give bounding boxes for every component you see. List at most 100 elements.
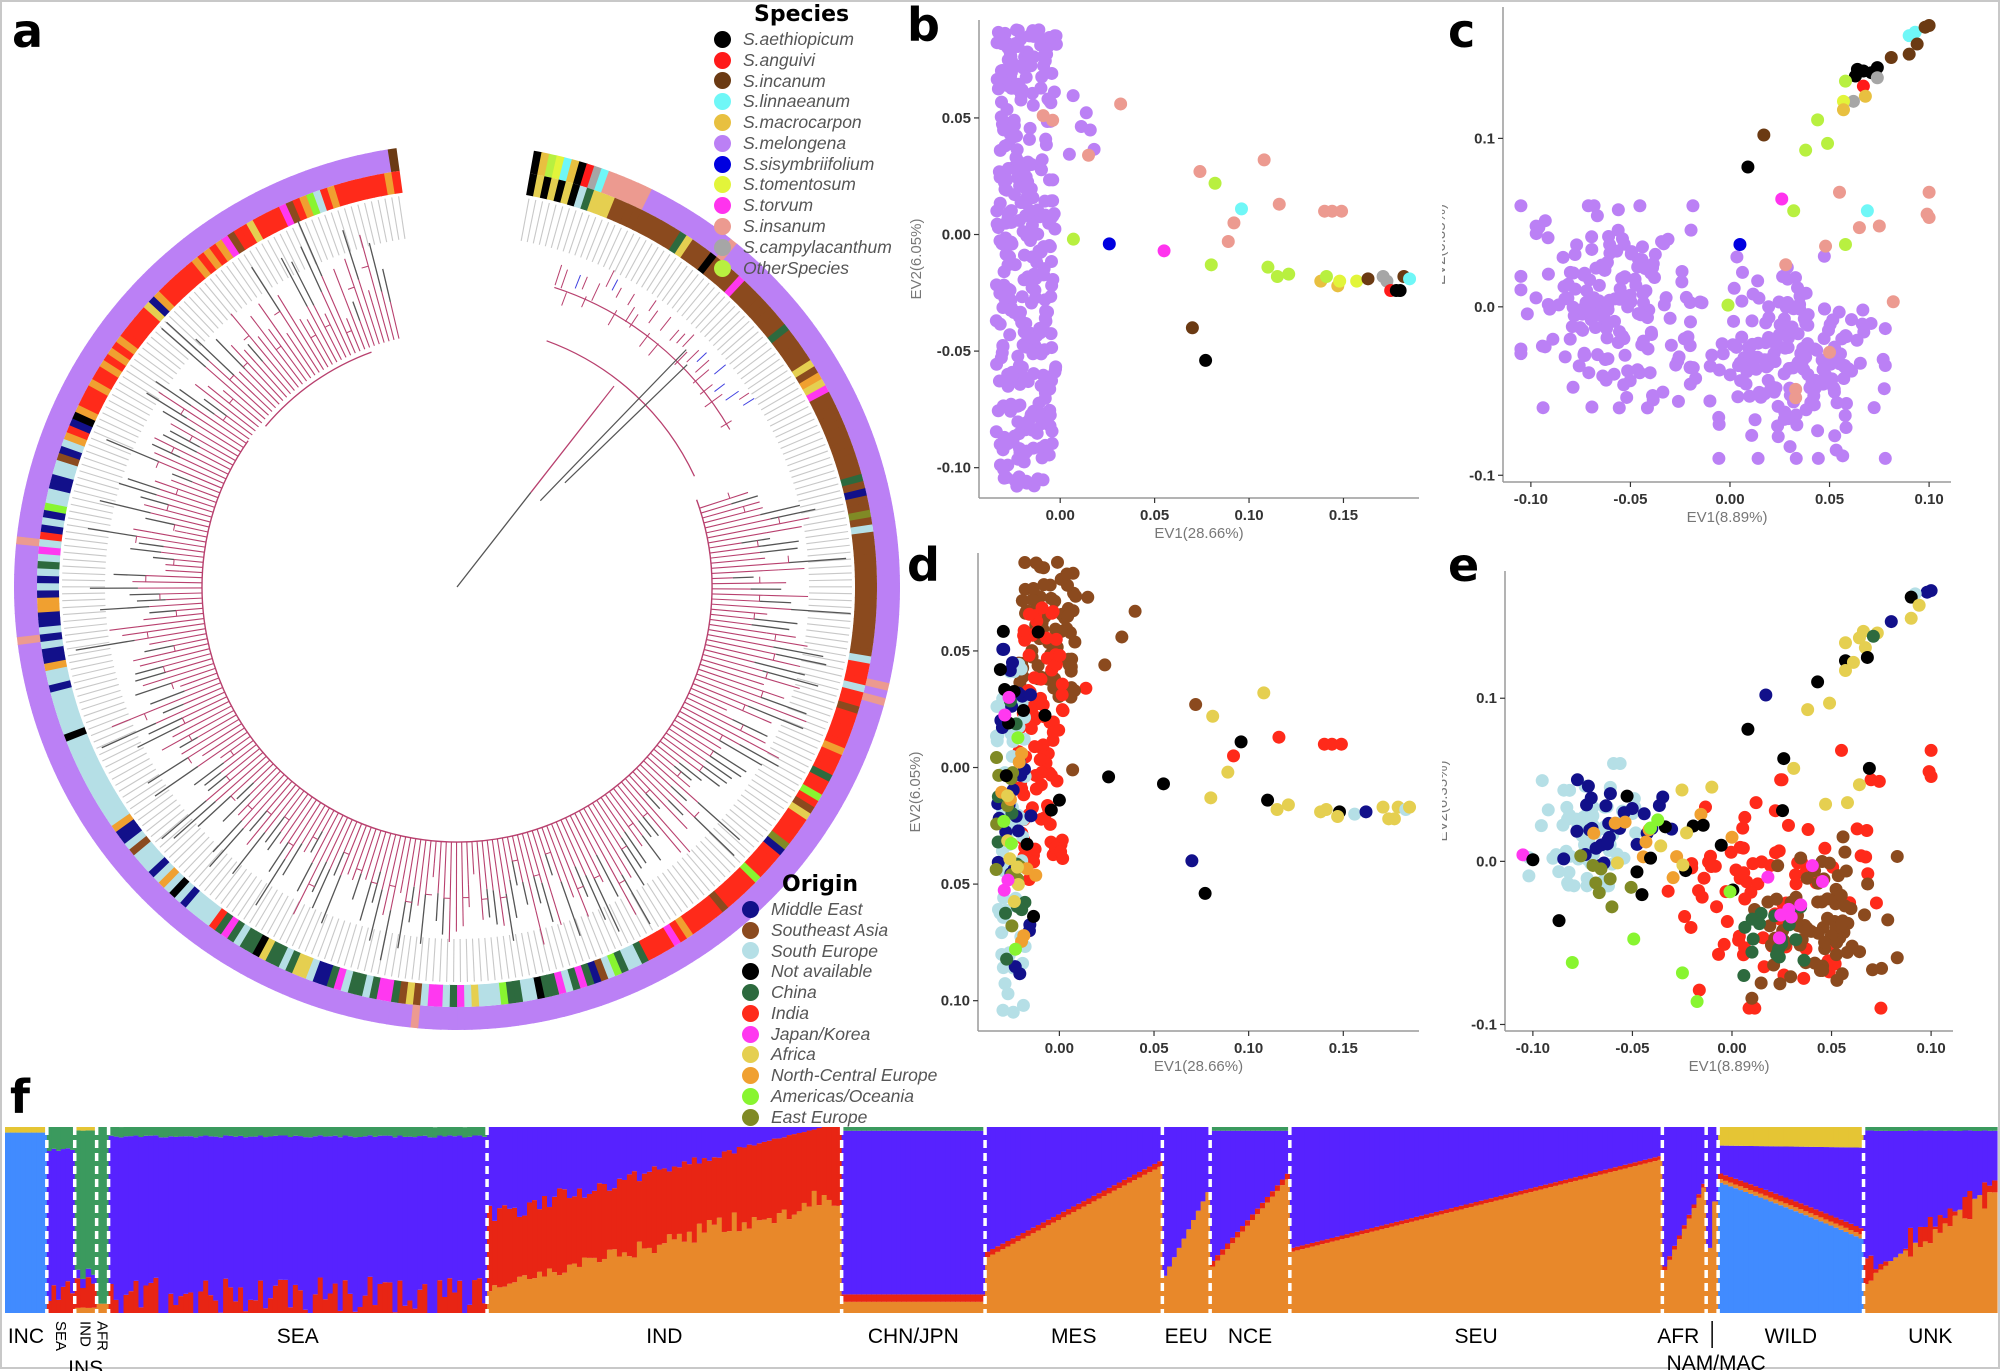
admixture-segment — [861, 1127, 867, 1131]
admixture-segment — [577, 1267, 583, 1313]
tip-label — [194, 292, 223, 324]
tree-branch — [353, 302, 360, 321]
admixture-segment — [1379, 1127, 1385, 1226]
admixture-segment — [1066, 1209, 1072, 1215]
admixture-segment — [65, 1281, 70, 1313]
admixture-segment — [1647, 1162, 1653, 1313]
tree-branch — [380, 833, 390, 872]
admixture-segment — [792, 1127, 798, 1134]
data-point — [1774, 909, 1787, 922]
admixture-segment — [1538, 1127, 1544, 1186]
data-point — [1747, 357, 1760, 370]
admixture-segment — [397, 1281, 403, 1313]
data-point — [1608, 368, 1621, 381]
tree-branch — [359, 280, 380, 345]
data-point — [1613, 401, 1626, 414]
x-tick-label: -0.05 — [1613, 491, 1647, 508]
admixture-segment — [1364, 1229, 1370, 1233]
admixture-segment — [1479, 1205, 1485, 1314]
admixture-segment — [153, 1278, 159, 1313]
admixture-segment — [1404, 1127, 1410, 1219]
tree-branch — [547, 341, 695, 476]
tree-branch — [182, 718, 185, 724]
admixture-segment — [10, 1127, 16, 1133]
tree-branch — [313, 837, 318, 840]
admixture-segment — [452, 1127, 458, 1136]
admixture-segment — [827, 1127, 833, 1200]
admixture-segment — [617, 1179, 623, 1257]
admixture-segment — [1464, 1127, 1470, 1205]
admixture-segment — [1808, 1147, 1814, 1208]
data-point — [1797, 972, 1810, 985]
admixture-segment — [1484, 1200, 1490, 1204]
tip-label — [76, 679, 118, 690]
tree-branch — [449, 910, 450, 942]
admixture-segment — [752, 1217, 758, 1313]
tip-label — [405, 936, 411, 979]
admixture-segment — [737, 1127, 743, 1147]
admixture-segment — [941, 1131, 947, 1295]
admixture-segment — [955, 1302, 961, 1313]
admixture-segment — [1389, 1227, 1395, 1313]
data-point — [1158, 244, 1171, 257]
admixture-segment — [1868, 1130, 1874, 1255]
admixture-segment — [960, 1302, 966, 1313]
admixture-segment — [1667, 1127, 1672, 1256]
tree-branch — [500, 898, 504, 926]
admixture-segment — [1137, 1127, 1143, 1172]
legend-swatch-icon — [714, 52, 731, 69]
tree-branch — [482, 899, 489, 900]
tree-branch — [683, 335, 694, 347]
tree-branch — [512, 860, 518, 861]
admixture-segment — [148, 1283, 154, 1313]
tree-branch — [674, 766, 691, 780]
tree-branch — [248, 363, 283, 401]
admixture-segment — [1295, 1127, 1301, 1247]
admixture-segment — [945, 1294, 951, 1301]
admixture-segment — [1578, 1127, 1584, 1176]
admixture-segment — [995, 1252, 1001, 1313]
admixture-segment — [163, 1137, 169, 1313]
admixture-segment — [1379, 1226, 1385, 1230]
species-legend-label: S.aethiopicum — [743, 29, 854, 50]
admixture-segment — [1788, 1127, 1794, 1147]
admixture-segment — [477, 1127, 483, 1135]
admixture-segment — [363, 1136, 369, 1295]
admixture-segment — [86, 1308, 92, 1313]
tree-branch — [176, 611, 177, 617]
admixture-segment — [1903, 1249, 1909, 1251]
data-point — [1678, 910, 1691, 923]
tree-branch — [711, 604, 791, 609]
tree-branch — [346, 331, 351, 333]
admixture-segment — [1167, 1267, 1172, 1314]
admixture-segment — [906, 1131, 912, 1295]
admixture-segment — [787, 1135, 793, 1219]
data-point — [1040, 48, 1053, 61]
admixture-segment — [382, 1282, 388, 1313]
admixture-segment — [871, 1131, 877, 1295]
admixture-segment — [1633, 1162, 1639, 1166]
admixture-segment — [119, 1137, 125, 1313]
tree-branch — [637, 768, 669, 800]
admixture-segment — [597, 1183, 603, 1262]
species-legend-title: Species — [754, 2, 892, 27]
legend-swatch-icon — [742, 1026, 759, 1043]
data-point — [1721, 299, 1734, 312]
admixture-segment — [1142, 1175, 1148, 1313]
data-point — [1014, 94, 1027, 107]
admixture-segment — [717, 1158, 723, 1218]
data-point — [1009, 943, 1022, 956]
admixture-segment — [323, 1127, 329, 1137]
admixture-segment — [931, 1131, 937, 1295]
admixture-segment — [1913, 1131, 1919, 1243]
tree-branch — [712, 583, 760, 584]
admixture-segment — [238, 1136, 244, 1288]
admixture-segment — [1692, 1208, 1697, 1313]
x-tick-label: 0.10 — [1234, 507, 1263, 524]
tree-branch — [711, 609, 755, 613]
data-point — [1787, 361, 1800, 374]
admixture-segment — [1181, 1127, 1186, 1239]
tree-branch — [426, 894, 432, 895]
data-point — [1868, 401, 1881, 414]
admixture-segment — [1010, 1238, 1016, 1244]
